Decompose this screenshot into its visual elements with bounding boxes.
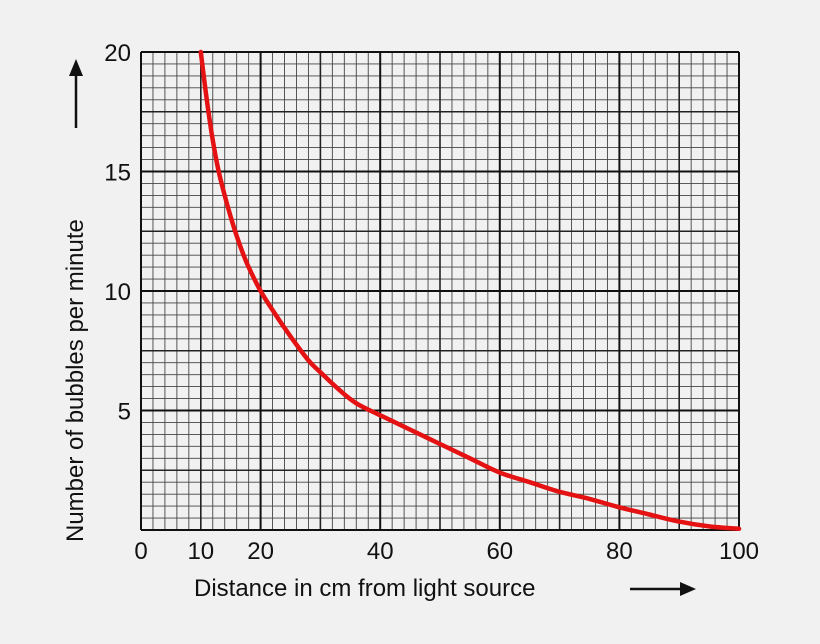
y-axis-title: Number of bubbles per minute bbox=[62, 219, 89, 542]
y-tick-labels: 5 10 15 20 bbox=[104, 40, 131, 426]
y-tick-label: 20 bbox=[104, 40, 131, 67]
x-tick-labels: 0 10 20 40 60 80 100 bbox=[134, 538, 759, 565]
x-tick-label: 0 bbox=[134, 538, 147, 565]
y-tick-label: 10 bbox=[104, 279, 131, 306]
x-tick-label: 100 bbox=[719, 538, 759, 565]
major-grid bbox=[140, 51, 740, 531]
x-tick-label: 80 bbox=[606, 538, 633, 565]
x-tick-label: 40 bbox=[367, 538, 394, 565]
y-tick-label: 15 bbox=[104, 160, 131, 187]
x-tick-label: 20 bbox=[247, 538, 274, 565]
series-layer bbox=[198, 49, 742, 532]
x-axis-arrow-icon bbox=[630, 582, 696, 596]
series-line bbox=[198, 49, 742, 532]
y-axis-arrow-icon bbox=[69, 59, 83, 128]
x-tick-label: 10 bbox=[187, 538, 214, 565]
x-tick-label: 60 bbox=[486, 538, 513, 565]
y-tick-label: 5 bbox=[118, 399, 131, 426]
x-axis-title: Distance in cm from light source bbox=[194, 575, 535, 602]
